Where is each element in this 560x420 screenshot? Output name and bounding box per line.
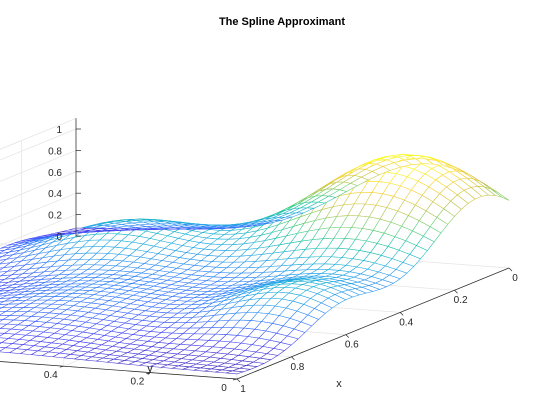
grid-line	[0, 150, 77, 182]
x-tick-label: 0.4	[399, 317, 413, 328]
x-tick-label: 0.8	[290, 362, 304, 373]
z-tick-label: 1	[56, 125, 62, 136]
grid-edge	[0, 117, 77, 150]
x-tick-mark	[291, 356, 295, 361]
x-tick-label: 0.2	[454, 295, 468, 306]
y-tick-label: 0	[221, 383, 227, 394]
tick-labels: 00.20.40.60.8100.20.40.60.8100.20.40.60.…	[44, 125, 518, 395]
grid-line	[0, 192, 77, 225]
x-axis-label: x	[336, 378, 342, 390]
surface-mesh	[0, 154, 510, 375]
axes-lines	[0, 118, 513, 383]
z-tick-label: 0.2	[48, 211, 62, 222]
y-axis-line	[0, 361, 238, 380]
y-tick-mark	[232, 378, 238, 381]
x-tick-mark	[508, 267, 513, 272]
grid-line	[0, 171, 77, 204]
x-tick-mark	[399, 312, 404, 316]
z-tick-label: 0.8	[48, 146, 62, 157]
x-tick-label: 0.6	[345, 340, 359, 351]
chart-title: The Spline Approximant	[219, 16, 345, 28]
z-tick-label: 0.4	[48, 189, 62, 200]
y-tick-label: 0.4	[44, 370, 58, 381]
x-tick-mark	[345, 334, 350, 338]
x-tick-mark	[454, 289, 458, 294]
x-tick-label: 1	[240, 384, 246, 395]
x-tick-mark	[236, 378, 241, 383]
grid-line	[0, 128, 77, 161]
surface-patch	[491, 188, 510, 201]
x-axis-line	[236, 267, 510, 380]
y-tick-label: 0.2	[130, 377, 144, 388]
grid-line	[0, 214, 77, 246]
z-tick-label: 0.6	[48, 168, 62, 179]
z-tick-label: 0	[56, 232, 62, 243]
x-tick-label: 0	[512, 273, 518, 284]
y-tick-mark	[146, 372, 151, 374]
y-axis-label: y	[147, 363, 153, 375]
y-tick-mark	[59, 365, 64, 368]
